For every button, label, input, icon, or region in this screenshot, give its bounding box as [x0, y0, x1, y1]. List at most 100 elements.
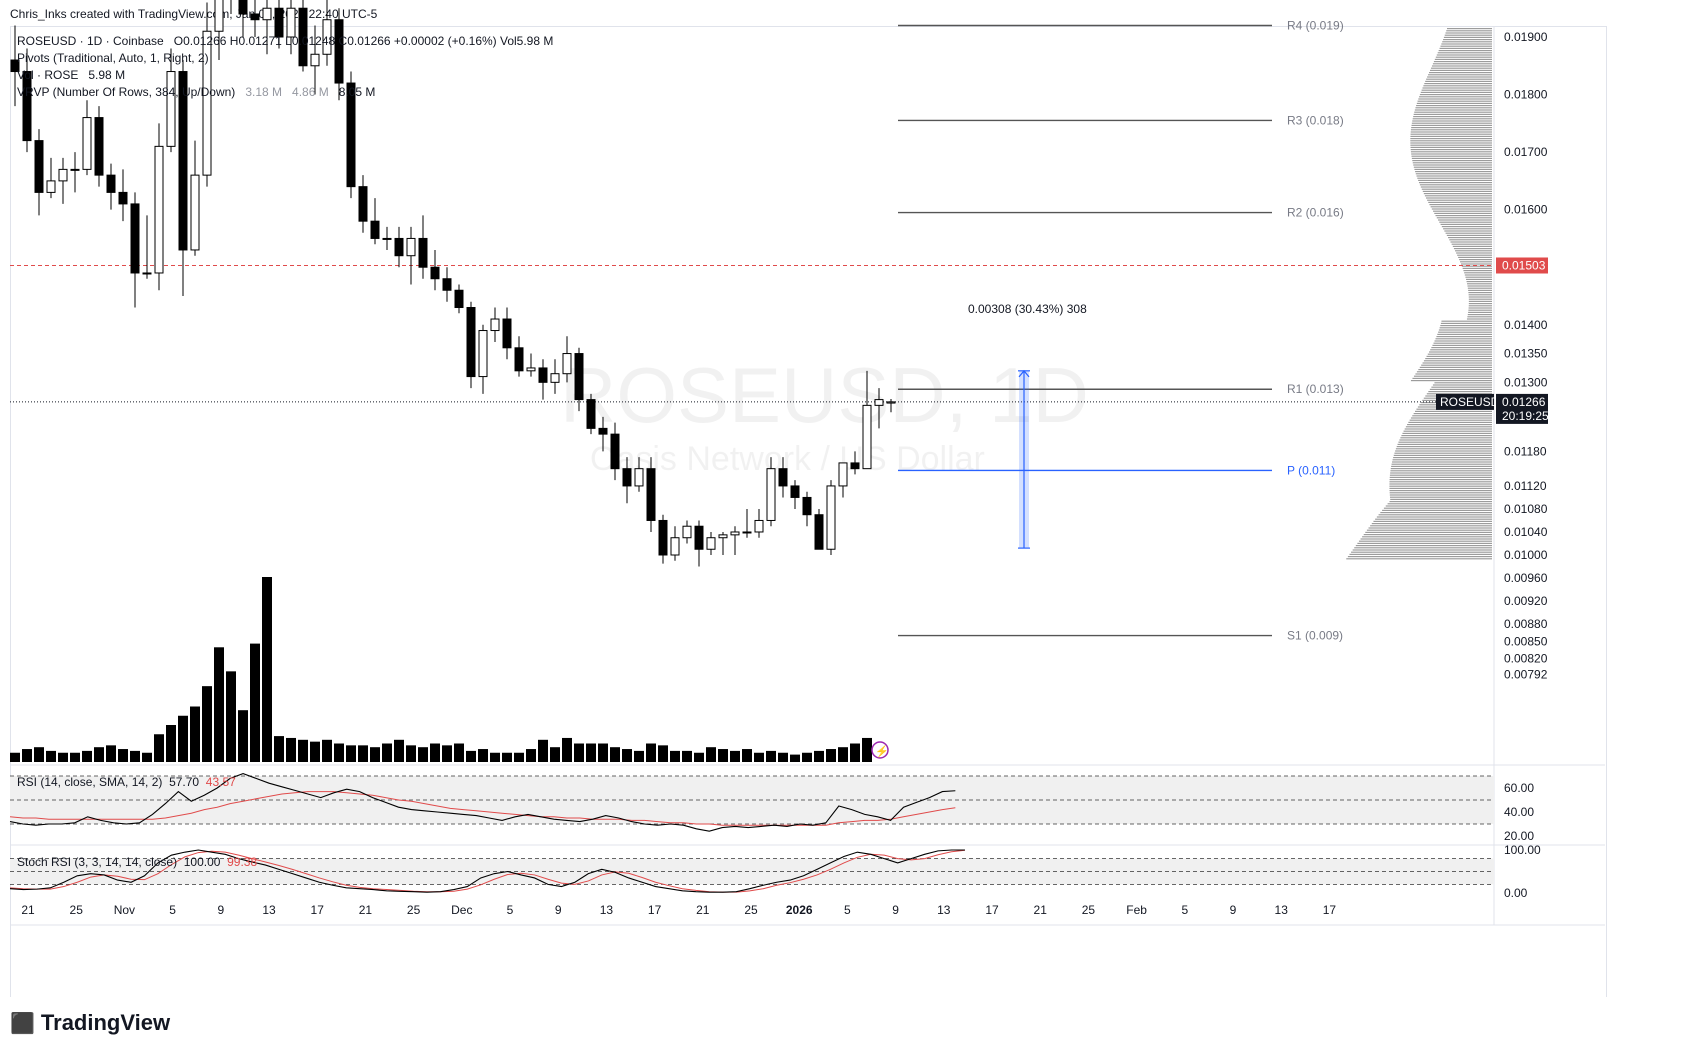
- stoch-tick-label: 0.00: [1504, 886, 1528, 900]
- vrvp-row: [1410, 144, 1492, 146]
- volume-bar: [586, 743, 596, 762]
- vrvp-row: [1370, 525, 1492, 527]
- time-tick-label: 21: [359, 903, 373, 917]
- vrvp-row: [1410, 135, 1492, 137]
- legend-vrvp-row[interactable]: VRVP (Number Of Rows, 384, Up/Down) 3.18…: [17, 85, 375, 99]
- volume-bar: [838, 747, 848, 762]
- volume-bar: [718, 749, 728, 762]
- candle-body: [730, 531, 740, 536]
- vrvp-row: [1416, 105, 1492, 107]
- volume-bar: [862, 737, 872, 762]
- volume-bar: [106, 745, 116, 762]
- legend-stoch-v2: 99.38: [227, 855, 258, 869]
- volume-bar: [802, 752, 812, 762]
- last-price-value: 0.01266: [1502, 395, 1546, 409]
- vrvp-row: [1407, 424, 1492, 426]
- volume-bar: [454, 743, 464, 762]
- volume-bar: [418, 747, 428, 762]
- volume-bar: [682, 750, 692, 762]
- vrvp-row: [1400, 437, 1492, 439]
- candle-body: [310, 53, 320, 67]
- vrvp-row: [1422, 362, 1492, 364]
- tradingview-logo[interactable]: ⬛ TradingView: [10, 1010, 170, 1036]
- vrvp-row: [1429, 204, 1492, 206]
- volume-bar: [538, 739, 548, 762]
- vrvp-row: [1461, 265, 1492, 267]
- vrvp-row: [1456, 252, 1492, 254]
- price-tick-label: 0.01600: [1504, 203, 1548, 217]
- vrvp-row: [1422, 190, 1492, 192]
- legend-symbol: ROSEUSD · 1D · Coinbase: [17, 34, 164, 48]
- candle-body: [790, 485, 800, 498]
- time-tick-label: 13: [937, 903, 951, 917]
- price-tick-label: 0.00792: [1504, 668, 1548, 682]
- vrvp-row: [1418, 98, 1492, 100]
- candle-body: [466, 307, 476, 378]
- vrvp-row: [1412, 415, 1492, 417]
- volume-bar: [202, 686, 212, 762]
- vrvp-row: [1467, 283, 1492, 285]
- volume-bar: [514, 752, 524, 762]
- vrvp-row: [1444, 230, 1492, 232]
- vrvp-row: [1419, 184, 1492, 186]
- time-tick-label: 17: [311, 903, 325, 917]
- time-tick-label: 17: [985, 903, 999, 917]
- vrvp-row: [1355, 545, 1492, 547]
- vrvp-row: [1468, 307, 1492, 309]
- volume-bar: [694, 752, 704, 762]
- time-tick-label: 25: [70, 903, 84, 917]
- legend-volume-row[interactable]: Vol · ROSE 5.98 M: [17, 68, 125, 82]
- volume-bar: [334, 743, 344, 762]
- vrvp-row: [1389, 485, 1492, 487]
- vrvp-row: [1389, 501, 1492, 503]
- time-tick-label: 25: [744, 903, 758, 917]
- vrvp-row: [1411, 153, 1492, 155]
- vrvp-row: [1466, 278, 1492, 280]
- alert-level-tag: [1496, 257, 1548, 274]
- volume-bar: [466, 750, 476, 762]
- vrvp-row: [1441, 43, 1492, 45]
- vrvp-row: [1358, 540, 1492, 542]
- rsi-tick-label: 20.00: [1504, 829, 1534, 843]
- candle-body: [406, 237, 416, 257]
- vrvp-row: [1419, 366, 1492, 368]
- vrvp-row: [1468, 309, 1492, 311]
- vrvp-row: [1412, 160, 1492, 162]
- volume-bar: [730, 750, 740, 762]
- vrvp-row: [1423, 360, 1492, 362]
- vrvp-row: [1426, 393, 1492, 395]
- volume-bar: [814, 750, 824, 762]
- vrvp-row: [1463, 270, 1492, 272]
- vrvp-row: [1397, 443, 1492, 445]
- vrvp-row: [1424, 195, 1492, 197]
- price-tick-label: 0.00920: [1504, 594, 1548, 608]
- vrvp-row: [1347, 556, 1492, 558]
- candle-body: [130, 203, 140, 274]
- vrvp-row: [1466, 281, 1492, 283]
- volume-bar: [622, 749, 632, 762]
- candle-body: [442, 278, 452, 291]
- candle-body: [802, 496, 812, 516]
- alert-level-value: 0.01503: [1502, 258, 1546, 272]
- legend-rsi-row[interactable]: RSI (14, close, SMA, 14, 2) 57.70 43.57: [17, 775, 236, 789]
- legend-vrvp-v2: 4.86 M: [292, 85, 329, 99]
- candle-body: [742, 531, 752, 534]
- candle-body: [10, 59, 20, 73]
- legend-pivots[interactable]: Pivots (Traditional, Auto, 1, Right, 2): [17, 51, 209, 65]
- volume-bar: [526, 749, 536, 762]
- vrvp-row: [1357, 542, 1492, 544]
- vrvp-row: [1462, 267, 1492, 269]
- vrvp-row: [1433, 342, 1492, 344]
- candle-body: [850, 462, 860, 470]
- vrvp-row: [1431, 386, 1492, 388]
- volume-bar: [346, 745, 356, 762]
- vrvp-row: [1418, 182, 1492, 184]
- price-tick-label: 0.01080: [1504, 502, 1548, 516]
- time-tick-label: 21: [21, 903, 35, 917]
- legend-stoch-row[interactable]: Stoch RSI (3, 3, 14, 14, close) 100.00 9…: [17, 855, 257, 869]
- vrvp-row: [1395, 450, 1492, 452]
- vrvp-row: [1412, 118, 1492, 120]
- vrvp-row: [1410, 151, 1492, 153]
- time-tick-label: 9: [1230, 903, 1237, 917]
